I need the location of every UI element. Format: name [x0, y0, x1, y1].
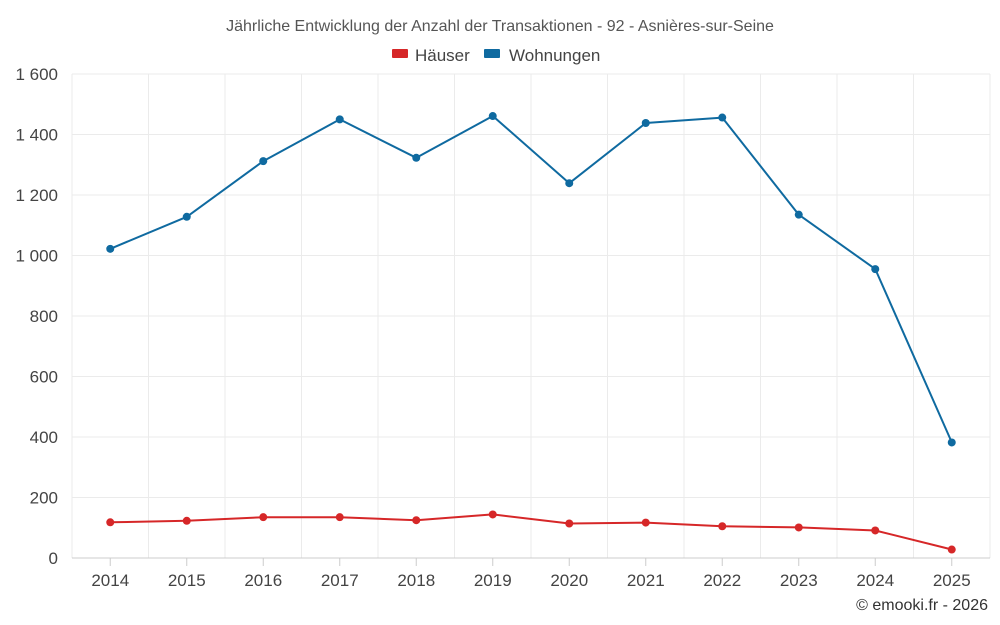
data-point-wohnungen[interactable]	[718, 113, 727, 122]
data-point-haeuser[interactable]	[335, 513, 344, 522]
data-point-wohnungen[interactable]	[871, 265, 880, 274]
data-point-haeuser[interactable]	[794, 523, 803, 532]
y-tick-label: 800	[30, 307, 58, 326]
x-tick-label: 2024	[856, 571, 894, 590]
x-tick-label: 2023	[780, 571, 818, 590]
data-point-haeuser[interactable]	[106, 518, 115, 527]
data-point-haeuser[interactable]	[182, 516, 191, 525]
y-tick-label: 0	[49, 549, 58, 568]
data-point-haeuser[interactable]	[488, 510, 497, 519]
axes: 0 200 400 600 800 1 000 1 200 1 400 1 600 2014 201…	[15, 65, 990, 590]
chart-title: Jährliche Entwicklung der Anzahl der Tra…	[226, 18, 774, 35]
legend: Häuser Wohnungen	[392, 46, 600, 65]
series	[106, 112, 956, 554]
data-point-wohnungen[interactable]	[641, 119, 650, 128]
series-line-wohnungen	[109, 115, 953, 443]
x-tick-label: 2018	[397, 571, 435, 590]
legend-swatch-haeuser	[392, 49, 408, 58]
credit-text: © emooki.fr - 2026	[856, 597, 988, 614]
data-point-wohnungen[interactable]	[106, 244, 115, 253]
x-tick-label: 2017	[321, 571, 359, 590]
x-tick-label: 2015	[168, 571, 206, 590]
x-tick-label: 2025	[933, 571, 971, 590]
data-point-wohnungen[interactable]	[488, 112, 497, 121]
data-point-haeuser[interactable]	[641, 518, 650, 527]
data-point-haeuser[interactable]	[718, 522, 727, 531]
data-point-wohnungen[interactable]	[182, 212, 191, 221]
legend-label-haeuser: Häuser	[415, 46, 470, 65]
x-tick-label: 2019	[474, 571, 512, 590]
data-point-haeuser[interactable]	[412, 516, 421, 525]
legend-swatch-wohnungen	[484, 49, 500, 58]
data-point-haeuser[interactable]	[259, 513, 268, 522]
grid	[71, 73, 991, 558]
legend-item-haeuser[interactable]: Häuser	[392, 46, 470, 65]
series-line-haeuser	[110, 513, 953, 551]
data-point-haeuser[interactable]	[947, 545, 956, 554]
legend-item-wohnungen[interactable]: Wohnungen	[484, 46, 600, 65]
y-tick-label: 200	[30, 489, 58, 508]
x-tick-label: 2022	[703, 571, 741, 590]
y-tick-label: 1 200	[15, 186, 58, 205]
x-tick-label: 2014	[91, 571, 129, 590]
y-tick-label: 400	[30, 428, 58, 447]
x-tick-label: 2021	[627, 571, 665, 590]
data-point-wohnungen[interactable]	[794, 210, 803, 219]
x-tick-label: 2016	[244, 571, 282, 590]
y-tick-label: 1 400	[15, 126, 58, 145]
data-point-wohnungen[interactable]	[259, 157, 268, 166]
data-point-wohnungen[interactable]	[947, 438, 956, 447]
data-point-wohnungen[interactable]	[335, 115, 344, 124]
data-point-wohnungen[interactable]	[565, 179, 574, 188]
data-point-wohnungen[interactable]	[412, 153, 421, 162]
legend-label-wohnungen: Wohnungen	[509, 46, 600, 65]
data-point-haeuser[interactable]	[871, 526, 880, 535]
data-point-haeuser[interactable]	[565, 519, 574, 528]
y-tick-label: 600	[30, 368, 58, 387]
y-tick-label: 1 000	[15, 247, 58, 266]
x-tick-label: 2020	[550, 571, 588, 590]
y-tick-label: 1 600	[15, 65, 58, 84]
